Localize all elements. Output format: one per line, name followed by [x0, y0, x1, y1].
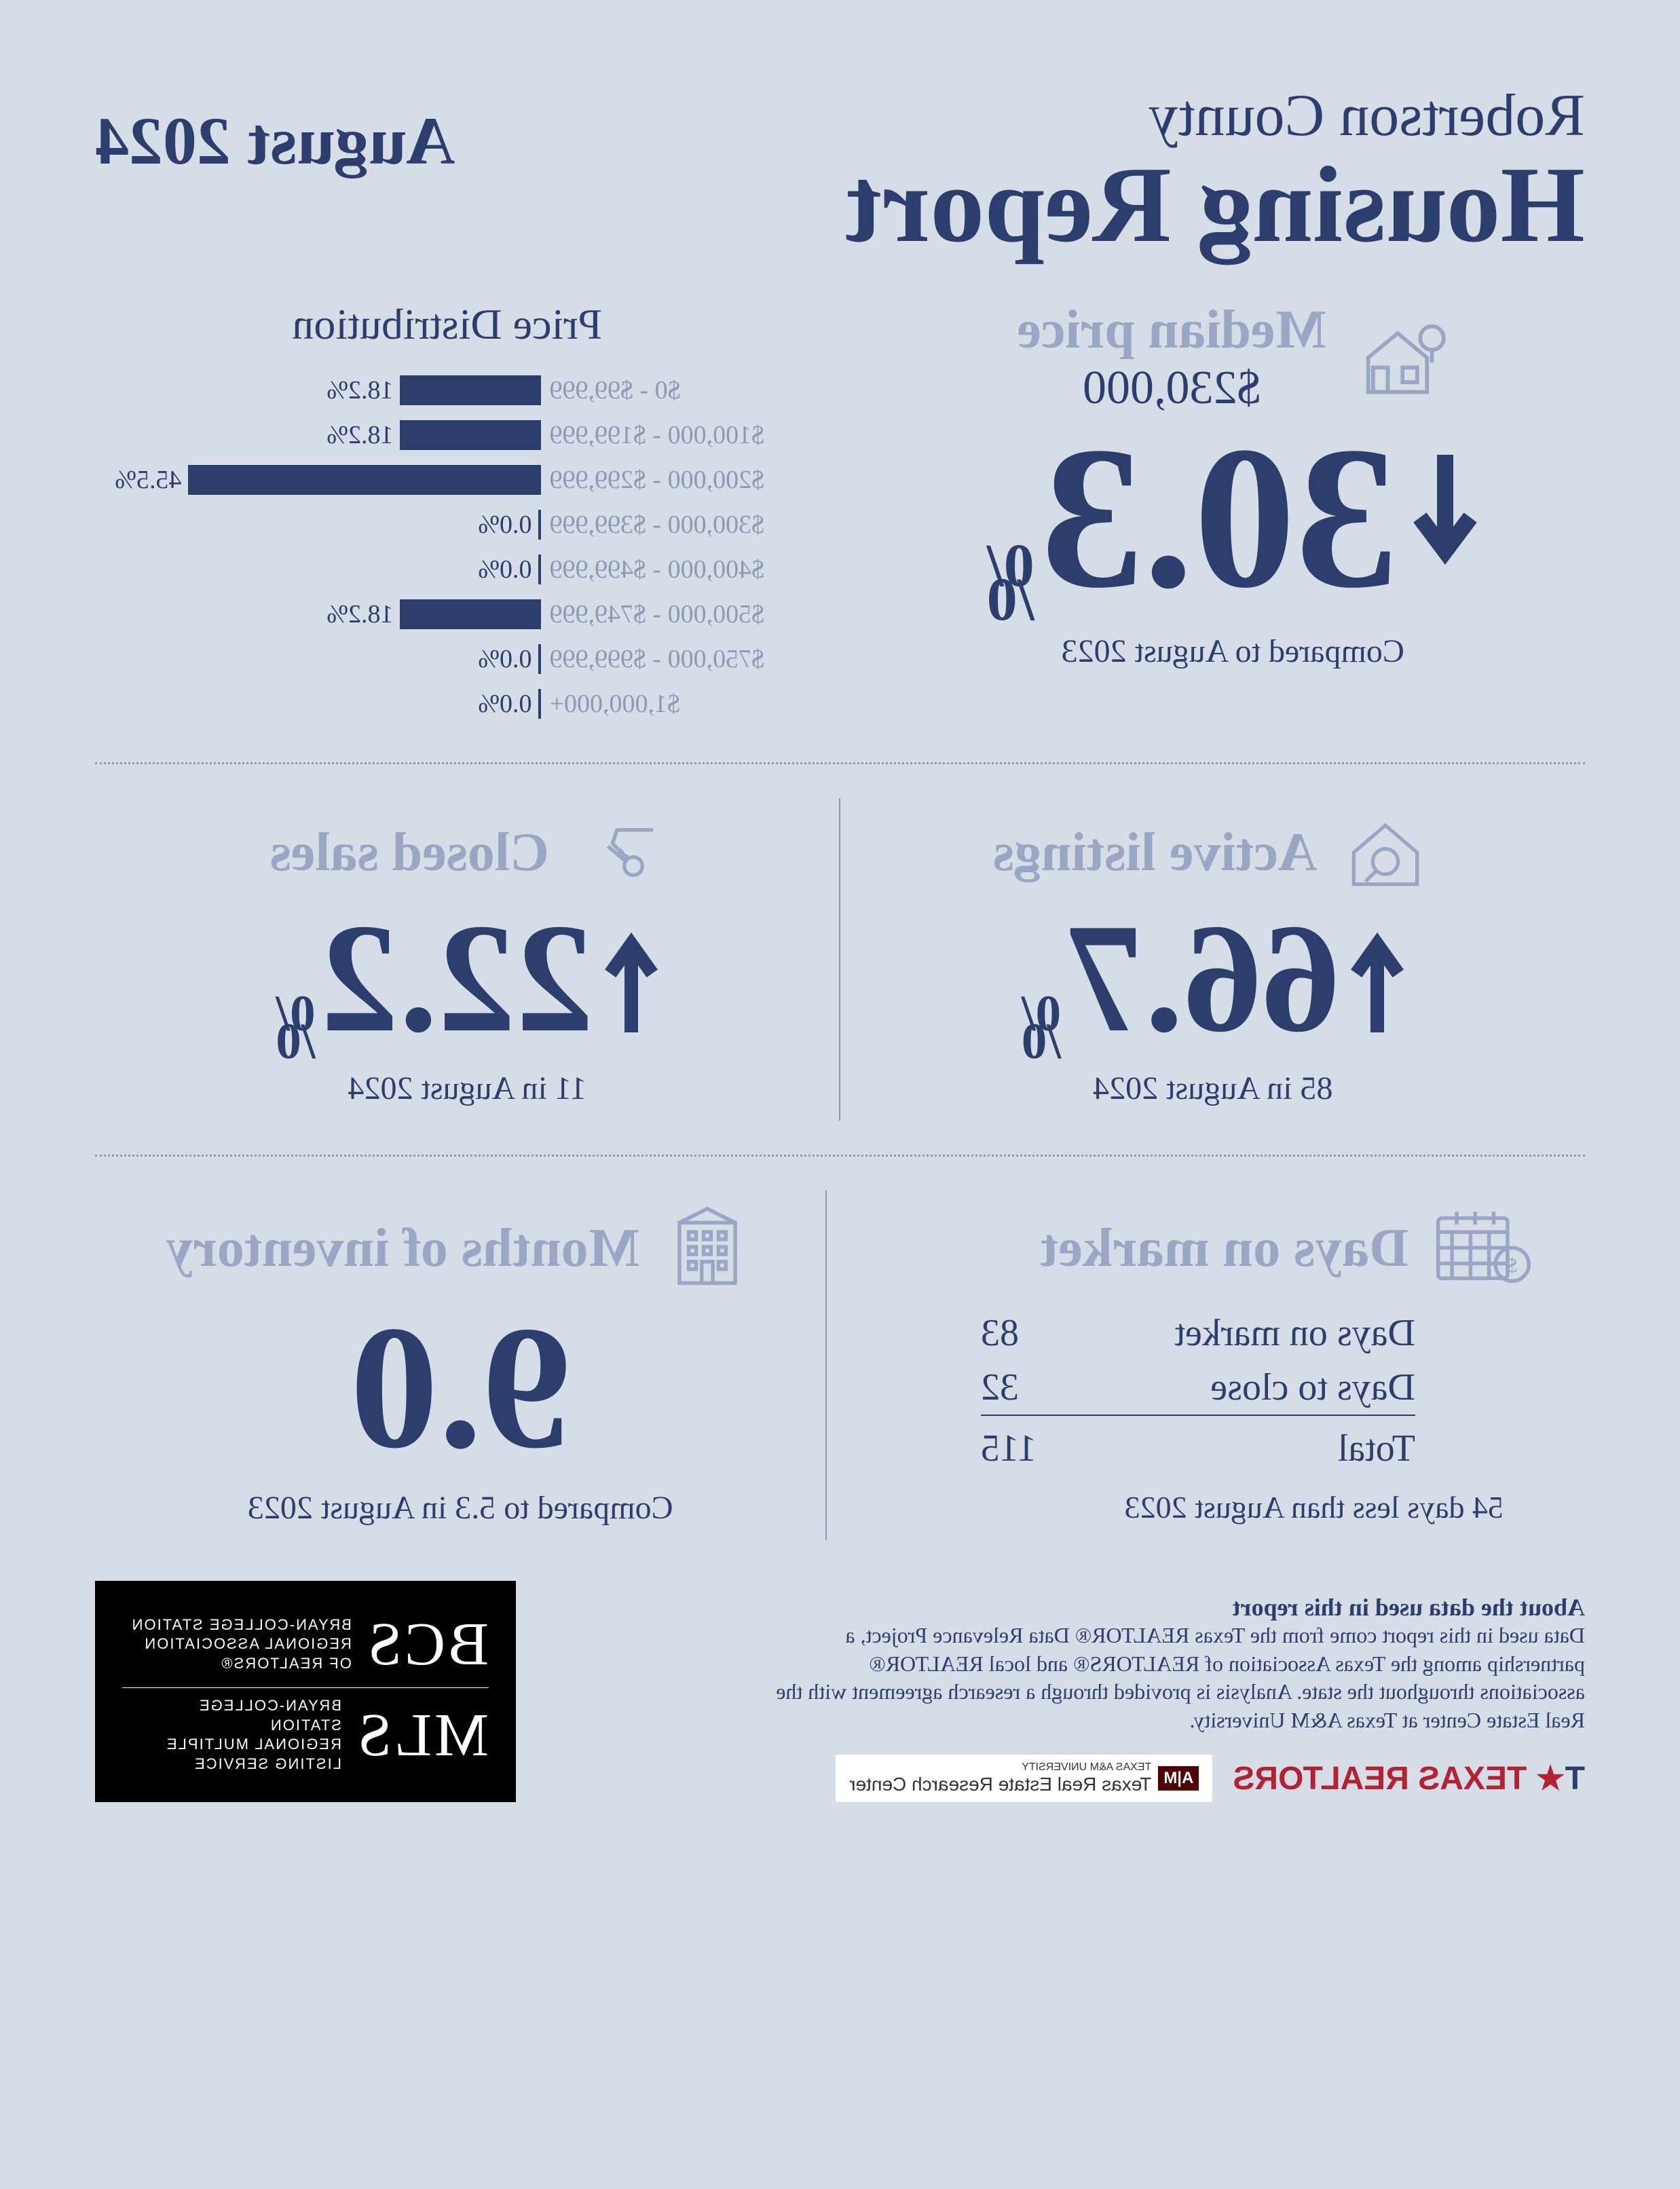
closed-sales-title: Closed sales	[270, 822, 549, 884]
pd-bar	[400, 420, 542, 450]
report-title: Housing Report	[846, 150, 1585, 259]
dom-row: Days on market 83	[981, 1306, 1415, 1360]
trerc-top: TEXAS A&M UNIVERSITY	[849, 1761, 1151, 1774]
footer-about-body: Data used in this report come from the T…	[770, 1622, 1585, 1734]
trerc-logo: A|M TEXAS A&M UNIVERSITY Texas Real Esta…	[836, 1755, 1212, 1802]
pd-value: 0.0%	[478, 689, 538, 719]
dom-label: Days to close	[1210, 1366, 1415, 1409]
moi-value: 9.0	[122, 1299, 799, 1476]
dom-val: 32	[981, 1366, 1019, 1409]
dom-total-row: Total 115	[981, 1415, 1415, 1476]
pd-bar	[539, 510, 542, 540]
mls-small: BRYAN-COLLEGE STATIONREGIONAL MULTIPLELI…	[122, 1696, 341, 1774]
texas-realtors-logo: T★ TEXAS REALTORS	[1233, 1759, 1585, 1797]
price-dist-row: $300,000 - $399,9990.0%	[95, 504, 800, 545]
median-compared: Compared to August 2023	[881, 633, 1586, 670]
pd-bar	[189, 465, 542, 495]
bcs-big: BCS	[365, 1609, 489, 1679]
median-pct-value: 30.3	[1041, 415, 1398, 619]
divider	[95, 762, 1585, 764]
price-distribution-chart: Price Distribution $0 - $99,99918.2%$100…	[95, 299, 800, 728]
pd-bar	[539, 644, 542, 674]
price-dist-row: $200,000 - $299,999 45.5%	[95, 460, 800, 500]
dom-total-label: Total	[1338, 1427, 1415, 1470]
dom-label: Days on market	[1174, 1311, 1415, 1355]
dom-val: 83	[981, 1311, 1019, 1355]
footer-about: About the data used in this report Data …	[770, 1593, 1585, 1802]
bcs-mls-logo: BCS BRYAN-COLLEGE STATIONREGIONAL ASSOCI…	[95, 1581, 516, 1802]
pd-label: $200,000 - $299,999	[542, 465, 800, 495]
price-dist-row: $0 - $99,999 18.2%	[95, 370, 800, 411]
active-listings-note: 85 in August 2024	[868, 1070, 1558, 1107]
pd-label: $750,000 - $999,999	[542, 644, 800, 674]
moi-title: Months of inventory	[166, 1218, 639, 1279]
pd-value: 0.0%	[478, 510, 538, 540]
keys-icon	[570, 812, 665, 893]
price-dist-row: $100,000 - $199,999 18.2%	[95, 415, 800, 455]
price-dist-title: Price Distribution	[95, 299, 800, 350]
dom-title: Days on market	[1041, 1218, 1408, 1279]
pd-label: $500,000 - $749,999	[542, 599, 800, 629]
active-listings-title: Active listings	[993, 822, 1318, 884]
report-date: August 2024	[95, 102, 455, 180]
svg-text:$: $	[1507, 1254, 1517, 1277]
dom-row: Days to close 32	[981, 1360, 1415, 1415]
pd-bar	[400, 375, 542, 405]
pd-value: 18.2%	[326, 375, 400, 405]
pd-bar	[400, 599, 542, 629]
county-name: Robertson County	[846, 81, 1585, 150]
days-on-market-block: $ Days on market Days on market 83 Days …	[827, 1191, 1586, 1540]
price-dist-row: $400,000 - $499,9990.0%	[95, 549, 800, 590]
pd-value: 0.0%	[478, 644, 538, 674]
pd-value: 0.0%	[478, 555, 538, 584]
mls-big: MLS	[355, 1700, 489, 1770]
pd-label: $100,000 - $199,999	[542, 420, 800, 450]
median-price-title: Median price	[1018, 299, 1326, 361]
price-dist-row: $500,000 - $749,999 18.2%	[95, 594, 800, 635]
dom-note: 54 days less than August 2023	[855, 1489, 1504, 1525]
pd-value: 45.5%	[115, 465, 188, 495]
dom-total-val: 115	[981, 1427, 1037, 1470]
trerc-text: Texas Real Estate Research Center	[849, 1774, 1151, 1795]
moi-note: Compared to 5.3 in August 2023	[122, 1489, 799, 1527]
pd-bar	[539, 555, 542, 584]
house-icon	[1347, 314, 1449, 402]
closed-sales-block: Closed sales 22.2 0//0 11 in August 2024	[95, 798, 840, 1121]
closed-sales-note: 11 in August 2024	[122, 1070, 813, 1107]
pd-value: 18.2%	[326, 420, 400, 450]
pd-bar	[539, 689, 542, 719]
building-icon	[660, 1204, 755, 1292]
calendar-icon: $	[1429, 1204, 1531, 1292]
price-dist-row: $750,000 - $999,9990.0%	[95, 639, 800, 679]
active-listings-pct: 66.7	[1066, 900, 1340, 1056]
median-pct: 30.3 0//0	[987, 415, 1398, 619]
pd-value: 18.2%	[326, 599, 400, 629]
footer-about-title: About the data used in this report	[770, 1593, 1585, 1622]
divider	[95, 1155, 1585, 1157]
bcs-small: BRYAN-COLLEGE STATIONREGIONAL ASSOCIATIO…	[131, 1615, 352, 1674]
pd-label: $0 - $99,999	[542, 375, 800, 405]
tr-logo-text: TEXAS REALTORS	[1233, 1761, 1527, 1797]
pd-label: $400,000 - $499,999	[542, 555, 800, 584]
closed-sales-pct: 22.2	[321, 900, 595, 1056]
arrow-up-icon	[604, 924, 658, 1032]
title-block: Robertson County Housing Report	[846, 81, 1585, 259]
active-listings-block: Active listings 66.7 0//0 85 in August 2…	[841, 798, 1586, 1121]
pd-label: $300,000 - $399,999	[542, 510, 800, 540]
arrow-up-icon	[1350, 924, 1404, 1032]
months-inventory-block: Months of inventory 9.0 Compared to 5.3 …	[95, 1191, 826, 1540]
listings-icon	[1338, 812, 1433, 893]
pd-label: $1,000,000+	[542, 689, 800, 719]
arrow-down-icon	[1411, 449, 1479, 585]
price-dist-row: $1,000,000+0.0%	[95, 684, 800, 724]
